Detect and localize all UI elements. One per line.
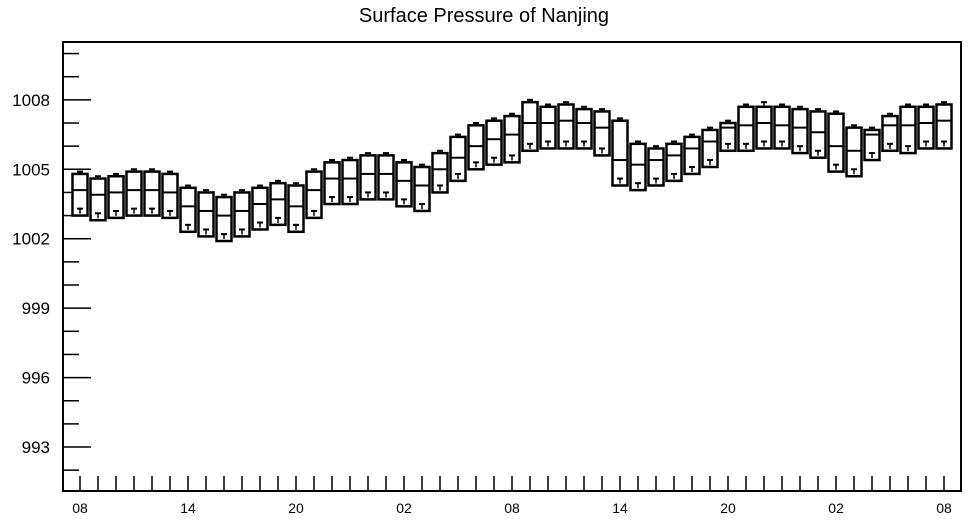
x-tick-label: 02: [396, 500, 412, 516]
y-tick-label: 1002: [12, 230, 50, 249]
y-axis-ticks: [63, 52, 91, 471]
y-tick-label: 1008: [12, 91, 50, 110]
x-tick-label: 14: [180, 500, 196, 516]
y-tick-label: 1005: [12, 160, 50, 179]
x-tick-label: 08: [936, 500, 952, 516]
x-tick-label: 08: [504, 500, 520, 516]
box-series: [71, 98, 953, 243]
x-tick-label: 02: [828, 500, 844, 516]
plot-frame: [62, 41, 962, 492]
y-tick-label: 999: [22, 299, 50, 318]
box: [827, 112, 845, 173]
x-tick-label: 08: [72, 500, 88, 516]
x-axis-ticks: [79, 476, 945, 491]
y-tick-label: 993: [22, 438, 50, 457]
box: [611, 119, 629, 187]
x-tick-label: 20: [288, 500, 304, 516]
chart-title: Surface Pressure of Nanjing: [358, 5, 610, 27]
y-tick-label: 996: [22, 369, 50, 388]
x-tick-label: 20: [720, 500, 736, 516]
x-tick-label: 14: [612, 500, 628, 516]
x-axis-tick-labels: 08 14 20 02 08 14 20 02 08: [72, 500, 952, 516]
y-axis-tick-labels: 1008 1005 1002 999 996 993: [12, 91, 50, 457]
